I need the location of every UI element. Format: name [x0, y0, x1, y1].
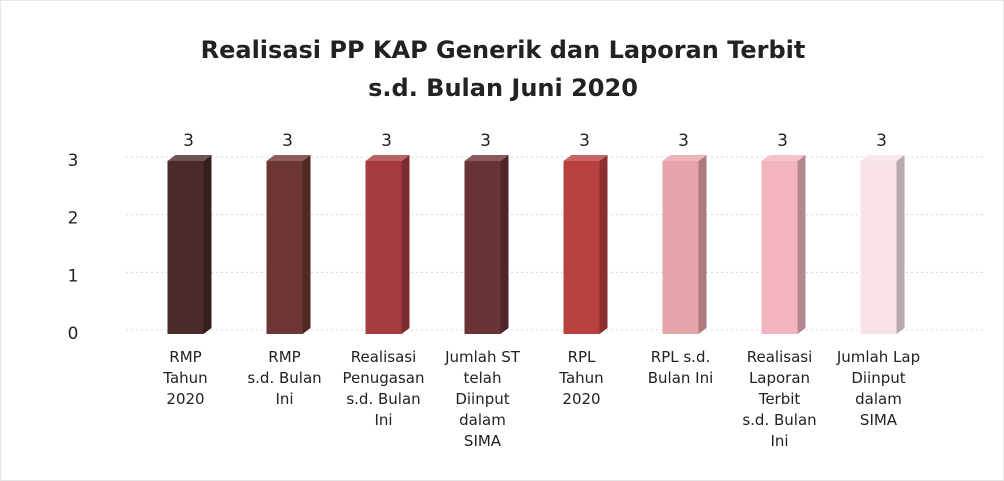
y-tick-label: 0 — [68, 324, 79, 344]
bar-top-shade — [761, 155, 806, 161]
bar-top — [365, 155, 410, 161]
bar — [266, 161, 303, 334]
data-label: 3 — [777, 131, 788, 151]
bar-top-shade — [563, 155, 608, 161]
bar-side-shade — [500, 155, 509, 334]
bar-top — [761, 155, 806, 161]
bar — [167, 161, 204, 334]
bar-top-shade — [464, 155, 509, 161]
bar-side — [401, 155, 410, 334]
data-label: 3 — [876, 131, 887, 151]
data-label: 3 — [678, 131, 689, 151]
x-tick-label: Realisasi Laporan Terbit s.d. Bulan Ini — [742, 348, 817, 450]
bar — [464, 161, 501, 334]
bar-top — [662, 155, 707, 161]
bar — [860, 161, 897, 334]
x-tick-label: Realisasi Penugasan s.d. Bulan Ini — [342, 348, 425, 429]
bar-top-shade — [860, 155, 905, 161]
y-tick-label: 1 — [68, 266, 79, 286]
bar-side-shade — [896, 155, 905, 334]
bar-side — [203, 155, 212, 334]
data-label: 3 — [480, 131, 491, 151]
bar-side-shade — [698, 155, 707, 334]
bar-top-shade — [662, 155, 707, 161]
bar-top — [464, 155, 509, 161]
bar-top-shade — [266, 155, 311, 161]
bar-side-shade — [599, 155, 608, 334]
bar — [365, 161, 402, 334]
bar-top — [266, 155, 311, 161]
x-tick-label: RPL s.d. Bulan Ini — [647, 348, 714, 387]
bar-side — [500, 155, 509, 334]
data-label: 3 — [183, 131, 194, 151]
x-tick-label: Jumlah Lap Diinput dalam SIMA — [836, 348, 921, 429]
bar-top — [167, 155, 212, 161]
bar-side — [599, 155, 608, 334]
bar — [563, 161, 600, 334]
bar-side-shade — [302, 155, 311, 334]
bar — [662, 161, 699, 334]
bar-top — [563, 155, 608, 161]
bar-side — [302, 155, 311, 334]
bar — [761, 161, 798, 334]
chart-title: Realisasi PP KAP Generik dan Laporan Ter… — [200, 36, 806, 102]
x-tick-label: RPL Tahun 2020 — [559, 348, 604, 408]
bar-side — [797, 155, 806, 334]
bar-top — [860, 155, 905, 161]
y-tick-label: 3 — [68, 151, 79, 171]
bar-side-shade — [797, 155, 806, 334]
x-tick-label: RMP s.d. Bulan Ini — [247, 348, 322, 408]
x-tick-label: Jumlah ST telah Diinput dalam SIMA — [445, 348, 520, 450]
bar-side — [698, 155, 707, 334]
x-tick-label: RMP Tahun 2020 — [163, 348, 208, 408]
bar-side-shade — [203, 155, 212, 334]
bar-side — [896, 155, 905, 334]
data-label: 3 — [579, 131, 590, 151]
data-label: 3 — [381, 131, 392, 151]
bar-side-shade — [401, 155, 410, 334]
bar-top-shade — [167, 155, 212, 161]
y-tick-label: 2 — [68, 209, 79, 229]
bar-top-shade — [365, 155, 410, 161]
data-label: 3 — [282, 131, 293, 151]
